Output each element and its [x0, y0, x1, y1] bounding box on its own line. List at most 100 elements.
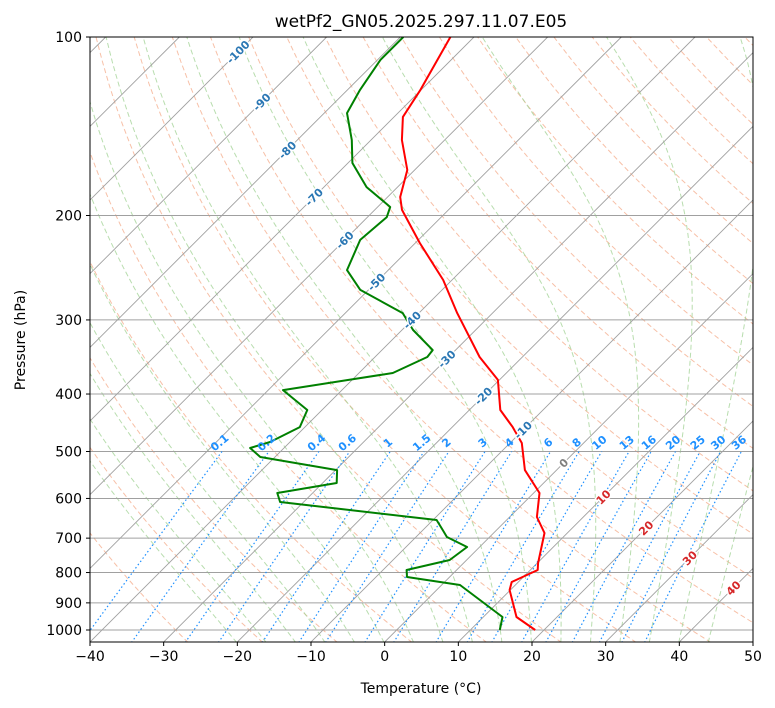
- mixing-ratio-line: [298, 451, 425, 642]
- isotherm-label: -60: [333, 228, 356, 251]
- dry-adiabat: [90, 260, 413, 642]
- isotherm-label: 0: [557, 456, 572, 471]
- moist-adiabat: [186, 37, 503, 642]
- isotherm-line: [310, 199, 753, 642]
- y-tick-label: 800: [55, 566, 82, 582]
- dry-adiabat: [591, 37, 753, 205]
- isotherm-label: -50: [365, 270, 388, 293]
- mixing-ratio-label: 1: [381, 435, 395, 450]
- moist-adiabat: [105, 37, 444, 642]
- isotherm-label: -20: [472, 384, 495, 407]
- dry-adiabat: [90, 532, 189, 642]
- moist-adiabat: [302, 37, 562, 642]
- isotherm-line: [163, 52, 753, 642]
- x-tick-label: 10: [449, 649, 467, 665]
- mixing-ratio-line: [364, 451, 486, 642]
- x-tick-label: −20: [223, 649, 253, 665]
- dry-adiabat: [438, 37, 753, 366]
- x-tick-label: −10: [296, 649, 326, 665]
- moist-adiabat: [90, 263, 355, 642]
- mixing-ratio-line: [218, 451, 351, 642]
- dry-adiabat: [744, 37, 753, 47]
- mixing-ratio-label: 36: [729, 433, 749, 453]
- dry-adiabat: [668, 37, 753, 126]
- y-tick-label: 600: [55, 491, 82, 507]
- isotherm-label: -10: [512, 418, 535, 441]
- dry-adiabat: [90, 356, 338, 642]
- dry-adiabat: [248, 37, 753, 579]
- moist-adiabat: [90, 460, 237, 642]
- moist-adiabat: [606, 37, 693, 642]
- y-tick-label: 400: [55, 387, 82, 403]
- dewpoint-line: [249, 37, 504, 631]
- x-tick-label: 20: [523, 649, 541, 665]
- mixing-ratio-line: [571, 451, 677, 642]
- isotherm-label: 20: [636, 518, 656, 538]
- isotherm-line: [605, 494, 753, 642]
- dry-adiabat: [515, 37, 753, 285]
- moist-adiabat: [90, 321, 326, 642]
- mixing-ratio-line: [521, 451, 630, 642]
- isotherm-line: [457, 346, 753, 642]
- line-labels: 0.1 0.2 0.4 0.6 1 1.5 2 3 4 6 8 10 13 16 20 25 30 36-100-…: [208, 37, 749, 600]
- background-lines: [90, 37, 753, 642]
- isotherm-line: [236, 125, 753, 642]
- moist-adiabat: [381, 37, 597, 642]
- dry-adiabat: [90, 446, 263, 642]
- x-tick-label: 40: [670, 649, 688, 665]
- isotherm-label: -40: [401, 308, 424, 331]
- isotherm-label: -70: [303, 185, 326, 208]
- mixing-ratio-line: [184, 451, 320, 642]
- dry-adiabat: [553, 37, 753, 244]
- mixing-ratio-line: [393, 451, 513, 642]
- dry-adiabat: [171, 37, 712, 642]
- x-axis-label: Temperature (°C): [360, 681, 482, 697]
- isotherm-line: [90, 37, 327, 275]
- y-tick-label: 900: [55, 596, 82, 612]
- mixing-ratio-line: [131, 451, 270, 642]
- profiles: [249, 37, 546, 631]
- isotherm-label: -80: [276, 138, 299, 161]
- mixing-ratio-line: [90, 451, 223, 632]
- moist-adiabat: [90, 372, 296, 642]
- mixing-ratio-line: [435, 451, 552, 642]
- isotherm-label: 40: [724, 578, 744, 598]
- mixing-ratio-label: 25: [688, 433, 708, 453]
- y-tick-label: 1000: [46, 623, 82, 639]
- mixing-ratio-line: [261, 451, 391, 642]
- mixing-ratio-label: 0.4: [305, 431, 329, 454]
- isotherm-line: [90, 37, 254, 201]
- plot-frame: [89, 36, 754, 643]
- dry-adiabat: [400, 37, 753, 408]
- x-tick-label: −30: [149, 649, 179, 665]
- y-axis-label: Pressure (hPa): [13, 290, 29, 390]
- moist-adiabat: [238, 37, 532, 642]
- moist-adiabat: [678, 37, 753, 642]
- mixing-ratio-line: [598, 451, 701, 642]
- moist-adiabat: [707, 464, 753, 642]
- dry-adiabat: [706, 37, 753, 86]
- y-tick-label: 300: [55, 313, 82, 329]
- moist-adiabat: [90, 418, 267, 642]
- moist-adiabat: [90, 100, 414, 642]
- isotherm-label: 30: [680, 548, 700, 568]
- mixing-ratio-line: [644, 451, 742, 642]
- chart-title: wetPf2_GN05.2025.297.11.07.E05: [275, 12, 567, 32]
- mixing-ratio-label: 16: [639, 433, 659, 453]
- mixing-ratio-label: 0.6: [336, 431, 360, 454]
- y-tick-label: 500: [55, 444, 82, 460]
- isotherm-line: [90, 37, 696, 642]
- x-tick-label: 0: [380, 649, 389, 665]
- dry-adiabat: [90, 150, 488, 642]
- mixing-ratio-label: 1.5: [410, 432, 433, 454]
- mixing-ratio-line: [466, 451, 580, 642]
- mixing-ratio-label: 13: [617, 433, 637, 453]
- isotherm-line: [90, 37, 401, 348]
- dry-adiabat: [362, 37, 753, 449]
- y-tick-label: 100: [55, 30, 82, 46]
- mixing-ratio-label: 0.1: [208, 432, 231, 454]
- isotherm-label: -30: [435, 347, 458, 370]
- mixing-ratio-label: 3: [476, 435, 490, 450]
- mixing-ratio-line: [325, 451, 450, 642]
